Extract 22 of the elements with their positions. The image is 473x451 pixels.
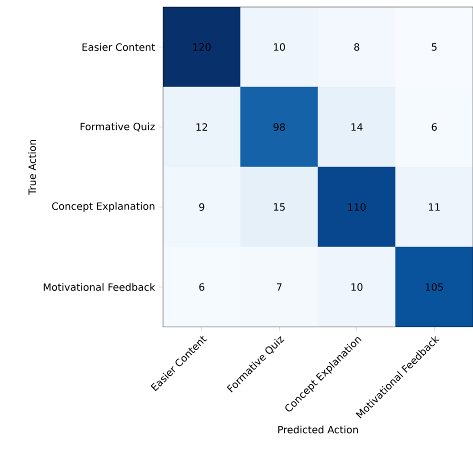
data-label: 120: [193, 43, 211, 51]
data-label: 10: [274, 43, 285, 51]
data-label: 12: [196, 123, 208, 131]
data-label: 11: [428, 203, 440, 211]
data-label: 6: [199, 283, 204, 291]
data-label: 5: [432, 43, 437, 51]
y-axis-title: True Action: [28, 140, 36, 195]
y-tick-label: Formative Quiz: [80, 122, 155, 132]
data-label: 10: [351, 283, 362, 291]
data-label: 105: [426, 283, 443, 291]
data-label: 110: [348, 203, 366, 211]
data-label: 9: [199, 203, 204, 211]
y-tick-label: Easier Content: [82, 43, 155, 51]
data-label: 98: [274, 123, 285, 131]
data-label: 15: [274, 203, 285, 211]
y-tick-label: Concept Explanation: [52, 202, 154, 212]
data-label: 14: [351, 123, 363, 131]
data-label: 7: [276, 283, 282, 291]
y-tick-label: Motivational Feedback: [44, 283, 156, 291]
data-label: 8: [354, 43, 360, 51]
data-label: 6: [432, 123, 437, 131]
x-axis-title: Predicted Action: [278, 426, 358, 434]
